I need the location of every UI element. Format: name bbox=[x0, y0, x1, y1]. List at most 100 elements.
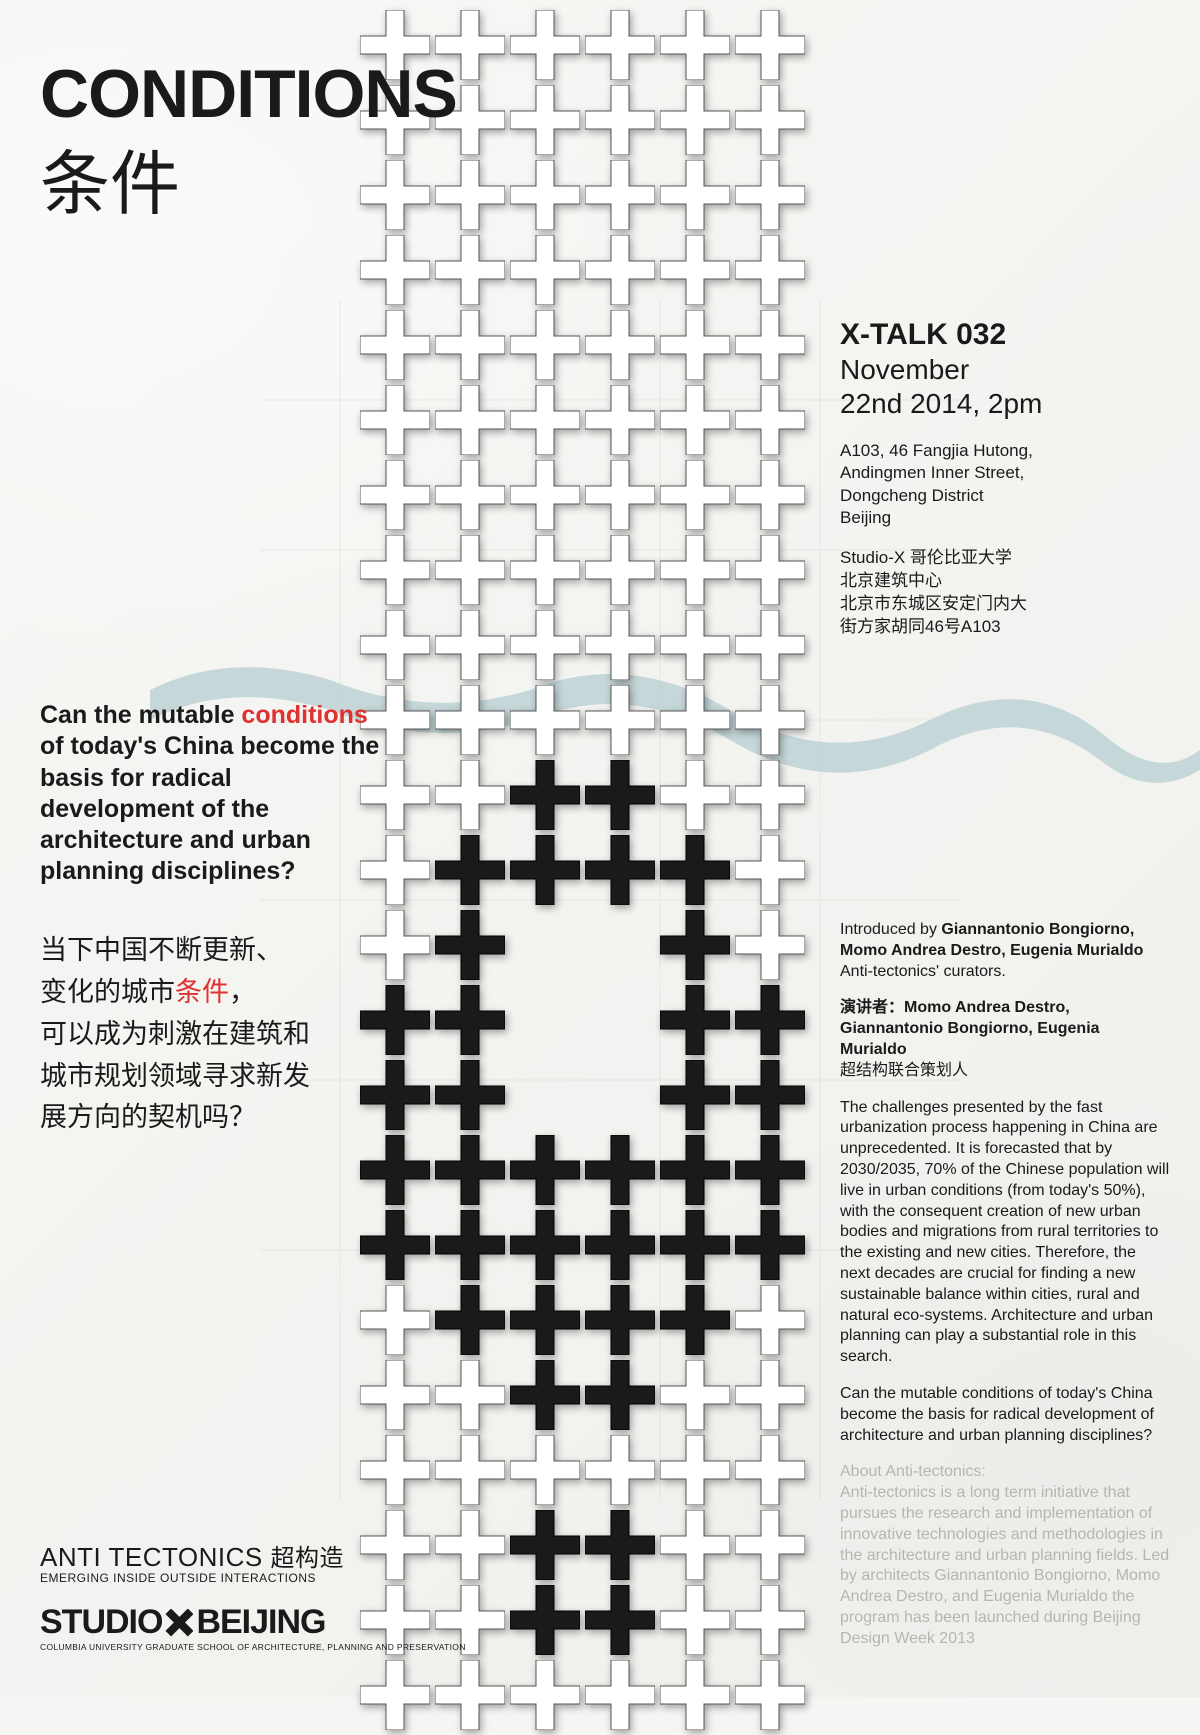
cross-light-icon bbox=[735, 85, 805, 155]
cross-light-icon bbox=[510, 610, 580, 680]
cross-light-icon bbox=[585, 310, 655, 380]
headline-question-zh: 当下中国不断更新、 变化的城市条件， 可以成为刺激在建筑和 城市规划领域寻求新发… bbox=[40, 930, 360, 1139]
cross-light-icon bbox=[510, 1435, 580, 1505]
cross-dark-icon bbox=[435, 1060, 505, 1130]
cross-light-icon bbox=[660, 10, 730, 80]
cross-light-icon bbox=[660, 1435, 730, 1505]
title-english: CONDITIONS bbox=[40, 55, 457, 133]
cross-light-icon bbox=[585, 535, 655, 605]
footer-logo-block: ANTI TECTONICS 超构造 EMERGING INSIDE OUTSI… bbox=[40, 1538, 466, 1652]
body-paragraph-2: Can the mutable conditions of today's Ch… bbox=[840, 1384, 1170, 1446]
cross-dark-icon bbox=[510, 760, 580, 830]
cross-light-icon bbox=[435, 385, 505, 455]
cross-light-icon bbox=[510, 235, 580, 305]
cross-dark-icon bbox=[510, 1135, 580, 1205]
cross-light-icon bbox=[510, 310, 580, 380]
cross-dark-icon bbox=[435, 910, 505, 980]
cross-light-icon bbox=[660, 460, 730, 530]
cross-light-icon bbox=[435, 310, 505, 380]
cross-dark-icon bbox=[585, 1210, 655, 1280]
cross-light-icon bbox=[585, 460, 655, 530]
cross-light-icon bbox=[585, 610, 655, 680]
about-section: About Anti-tectonics: Anti-tectonics is … bbox=[840, 1462, 1170, 1649]
cross-light-icon bbox=[360, 1435, 430, 1505]
cross-light-icon bbox=[360, 1660, 430, 1730]
cross-dark-icon bbox=[735, 1210, 805, 1280]
cross-light-icon bbox=[510, 385, 580, 455]
cross-dark-icon bbox=[735, 1060, 805, 1130]
cross-light-icon bbox=[660, 1510, 730, 1580]
cross-light-icon bbox=[585, 1435, 655, 1505]
cross-light-icon bbox=[585, 85, 655, 155]
cross-light-icon bbox=[660, 385, 730, 455]
event-date-line1: November bbox=[840, 354, 1160, 386]
cross-light-icon bbox=[735, 1435, 805, 1505]
cross-light-icon bbox=[510, 160, 580, 230]
cross-light-icon bbox=[360, 460, 430, 530]
studio-x-subtitle: COLUMBIA UNIVERSITY GRADUATE SCHOOL OF A… bbox=[40, 1642, 466, 1652]
cross-light-icon bbox=[360, 385, 430, 455]
cross-light-icon bbox=[735, 310, 805, 380]
cross-light-icon bbox=[735, 1285, 805, 1355]
cross-light-icon bbox=[735, 610, 805, 680]
cross-dark-icon bbox=[510, 1285, 580, 1355]
event-info-block: X-TALK 032 November 22nd 2014, 2pm A103,… bbox=[840, 318, 1160, 639]
headline-question-en: Can the mutable conditions of today's Ch… bbox=[40, 700, 380, 888]
cross-light-icon bbox=[735, 1360, 805, 1430]
cross-dark-icon bbox=[660, 1060, 730, 1130]
cross-light-icon bbox=[660, 685, 730, 755]
cross-light-icon bbox=[660, 160, 730, 230]
cross-light-icon bbox=[585, 385, 655, 455]
cross-light-icon bbox=[435, 1660, 505, 1730]
cross-light-icon bbox=[435, 235, 505, 305]
cross-dark-icon bbox=[735, 1135, 805, 1205]
cross-light-icon bbox=[660, 1660, 730, 1730]
body-paragraph-1: The challenges presented by the fast urb… bbox=[840, 1098, 1170, 1368]
cross-light-icon bbox=[510, 85, 580, 155]
cross-dark-icon bbox=[660, 1285, 730, 1355]
cross-light-icon bbox=[735, 460, 805, 530]
cross-light-icon bbox=[735, 760, 805, 830]
cross-light-icon bbox=[435, 685, 505, 755]
cross-light-icon bbox=[660, 610, 730, 680]
x-icon bbox=[165, 1609, 193, 1637]
cross-light-icon bbox=[510, 685, 580, 755]
cross-light-icon bbox=[585, 10, 655, 80]
cross-dark-icon bbox=[660, 910, 730, 980]
cross-light-icon bbox=[435, 460, 505, 530]
introduced-by-zh: 演讲者：Momo Andrea Destro, Giannantonio Bon… bbox=[840, 998, 1170, 1081]
cross-light-icon bbox=[660, 760, 730, 830]
cross-light-icon bbox=[735, 10, 805, 80]
cross-light-icon bbox=[510, 535, 580, 605]
event-address-en: A103, 46 Fangjia Hutong, Andingmen Inner… bbox=[840, 440, 1160, 528]
cross-light-icon bbox=[360, 610, 430, 680]
cross-light-icon bbox=[735, 535, 805, 605]
cross-dark-icon bbox=[660, 835, 730, 905]
cross-light-icon bbox=[585, 685, 655, 755]
cross-light-icon bbox=[435, 1360, 505, 1430]
cross-dark-icon bbox=[735, 985, 805, 1055]
cross-light-icon bbox=[735, 835, 805, 905]
introduced-by-en: Introduced by Giannantonio Bongiorno, Mo… bbox=[840, 920, 1170, 982]
cross-light-icon bbox=[735, 235, 805, 305]
title-chinese: 条件 bbox=[40, 128, 457, 229]
cross-light-icon bbox=[735, 910, 805, 980]
cross-dark-icon bbox=[360, 1210, 430, 1280]
cross-dark-icon bbox=[435, 1285, 505, 1355]
cross-dark-icon bbox=[585, 760, 655, 830]
cross-light-icon bbox=[360, 910, 430, 980]
cross-light-icon bbox=[585, 160, 655, 230]
cross-light-icon bbox=[360, 235, 430, 305]
cross-dark-icon bbox=[360, 1060, 430, 1130]
cross-light-icon bbox=[510, 10, 580, 80]
cross-light-icon bbox=[435, 760, 505, 830]
cross-light-icon bbox=[585, 235, 655, 305]
cross-light-icon bbox=[360, 1360, 430, 1430]
cross-dark-icon bbox=[360, 985, 430, 1055]
cross-dark-icon bbox=[360, 1135, 430, 1205]
cross-dark-icon bbox=[585, 835, 655, 905]
anti-tectonics-logo: ANTI TECTONICS 超构造 bbox=[40, 1538, 466, 1573]
cross-light-icon bbox=[360, 310, 430, 380]
cross-light-icon bbox=[735, 1585, 805, 1655]
cross-light-icon bbox=[735, 1510, 805, 1580]
